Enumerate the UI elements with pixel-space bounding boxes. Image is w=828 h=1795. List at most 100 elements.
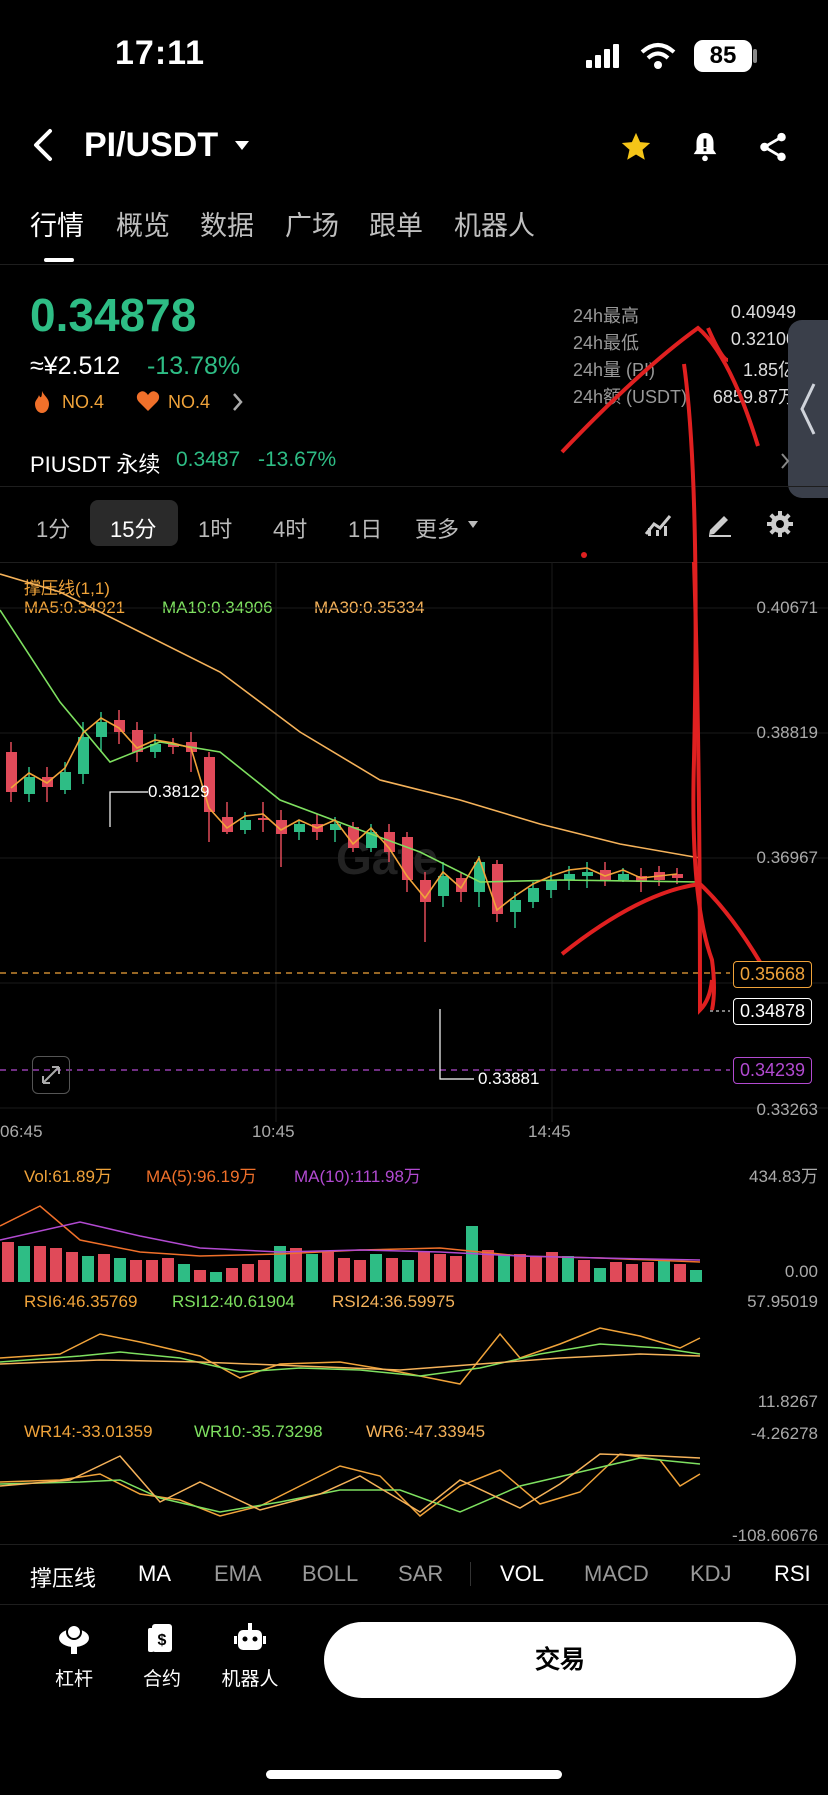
rsi24-legend: RSI24:36.59975	[332, 1292, 455, 1311]
indicator-tab-macd[interactable]: MACD	[584, 1561, 649, 1586]
active-tab-indicator	[44, 258, 74, 262]
indicator-settings-icon[interactable]	[644, 510, 674, 538]
indicator-tab-boll[interactable]: BOLL	[302, 1561, 359, 1586]
timeframe-4h[interactable]: 4时	[273, 517, 308, 542]
rsi12-legend: RSI12:40.61904	[172, 1292, 295, 1311]
candle-body	[294, 824, 305, 832]
share-icon[interactable]	[756, 130, 790, 164]
indicator-tab-vol[interactable]: VOL	[500, 1561, 545, 1586]
volume-bar	[450, 1256, 462, 1282]
candle-body	[222, 817, 233, 832]
side-drawer-handle[interactable]	[788, 320, 828, 498]
indicator-tab-rsi[interactable]: RSI	[774, 1561, 811, 1586]
status-time: 17:11	[115, 34, 206, 72]
svg-text:$: $	[158, 1632, 167, 1649]
price-change-percent: -13.78%	[147, 352, 241, 380]
current-price-tag[interactable]: 0.34878	[733, 998, 813, 1025]
indicator-tab-kdj[interactable]: KDJ	[690, 1561, 732, 1586]
volume-bar	[66, 1252, 78, 1282]
volume-bar	[226, 1268, 238, 1282]
support-price-tag[interactable]: 0.34239	[733, 1057, 813, 1084]
chevron-down-icon[interactable]	[234, 140, 250, 152]
volume-bar	[386, 1258, 398, 1282]
candle-body	[150, 744, 161, 752]
tab-overview[interactable]: 概览	[116, 211, 170, 241]
volume-bar	[50, 1248, 62, 1282]
timeframe-1d[interactable]: 1日	[348, 517, 383, 542]
trade-button[interactable]: 交易	[324, 1622, 796, 1698]
volume-bar	[338, 1258, 350, 1282]
nav-bot[interactable]: 机器人	[210, 1620, 290, 1691]
favorite-rank[interactable]: NO.4	[168, 392, 211, 412]
nav-bot-label: 机器人	[221, 1669, 279, 1690]
price-alert-bell-icon[interactable]	[688, 130, 722, 164]
hot-rank[interactable]: NO.4	[62, 392, 105, 412]
volume-bar	[194, 1270, 206, 1282]
candle-body	[6, 752, 17, 792]
candlestick-chart[interactable]: Gate	[0, 562, 828, 1122]
nav-leverage[interactable]: 杠杆	[34, 1620, 114, 1691]
timeframe-1h[interactable]: 1时	[198, 517, 233, 542]
volume-bar	[402, 1260, 414, 1282]
perpetual-chevron-icon[interactable]	[780, 452, 790, 470]
volume-bar	[418, 1252, 430, 1282]
tab-copy-trading[interactable]: 跟单	[369, 211, 423, 241]
timeframe-15m[interactable]: 15分	[110, 517, 157, 542]
tab-data[interactable]: 数据	[200, 211, 254, 241]
perpetual-name[interactable]: PIUSDT 永续	[30, 452, 161, 477]
heart-rank-icon	[136, 391, 160, 411]
volume-bar	[114, 1258, 126, 1282]
volume-min-label: 0.00	[784, 1262, 818, 1281]
wr6-legend: WR6:-47.33945	[366, 1422, 486, 1441]
fullscreen-button[interactable]	[32, 1056, 70, 1094]
volume-bar	[242, 1264, 254, 1282]
back-arrow-icon[interactable]	[30, 128, 56, 162]
timeframe-1m[interactable]: 1分	[36, 517, 71, 542]
nav-contract[interactable]: $ 合约	[122, 1620, 202, 1691]
nav-contract-label: 合约	[142, 1669, 181, 1690]
draw-pencil-icon[interactable]	[706, 510, 734, 538]
perpetual-change: -13.67%	[258, 448, 337, 471]
chevron-right-icon[interactable]	[232, 392, 244, 412]
pair-selector[interactable]: PI/USDT	[84, 126, 219, 164]
x-axis-label: 14:45	[528, 1122, 571, 1141]
volume-max-label: 434.83万	[749, 1167, 818, 1186]
indicator-tab-sar[interactable]: SAR	[398, 1561, 444, 1586]
indicator-tab-ma[interactable]: MA	[138, 1561, 171, 1586]
candle-body	[348, 827, 359, 848]
candle-body	[330, 824, 341, 830]
volume-bar	[2, 1242, 14, 1282]
volume-bar	[594, 1268, 606, 1282]
tab-market[interactable]: 行情	[30, 211, 84, 241]
indicator-tab-ema[interactable]: EMA	[214, 1561, 262, 1586]
candle-body	[582, 872, 593, 876]
candle-body	[60, 772, 71, 790]
star-icon[interactable]	[618, 130, 654, 164]
volume-bar	[546, 1252, 558, 1282]
chart-settings-gear-icon[interactable]	[766, 510, 794, 538]
divider	[0, 562, 828, 563]
stat-volume-value: 1.85亿	[742, 360, 796, 380]
wr-max-label: -4.26278	[750, 1424, 818, 1443]
volume-ma5-legend: MA(5):96.19万	[146, 1167, 257, 1186]
volume-bar	[34, 1246, 46, 1282]
volume-bar	[130, 1260, 142, 1282]
tab-square[interactable]: 广场	[285, 211, 339, 241]
timeframe-more[interactable]: 更多	[415, 517, 460, 542]
candle-body	[366, 832, 377, 848]
indicator-tab-support-resistance[interactable]: 撑压线	[30, 1566, 97, 1591]
rsi-chart	[0, 1327, 701, 1385]
section-tabs: 行情 概览 数据 广场 跟单 机器人	[0, 204, 828, 265]
volume-bar	[210, 1272, 222, 1282]
more-dropdown-icon[interactable]	[467, 520, 479, 530]
tab-bots[interactable]: 机器人	[454, 211, 535, 241]
resistance-price-tag[interactable]: 0.35668	[733, 961, 813, 988]
active-timeframe-bg	[90, 500, 178, 546]
volume-bar	[306, 1254, 318, 1282]
rsi-min-label: 11.8267	[757, 1392, 818, 1411]
volume-bar	[690, 1270, 702, 1282]
volume-ma10-legend: MA(10):111.98万	[294, 1167, 421, 1186]
divider	[470, 1562, 471, 1586]
candle-body	[510, 900, 521, 912]
wr10-legend: WR10:-35.73298	[194, 1422, 323, 1441]
